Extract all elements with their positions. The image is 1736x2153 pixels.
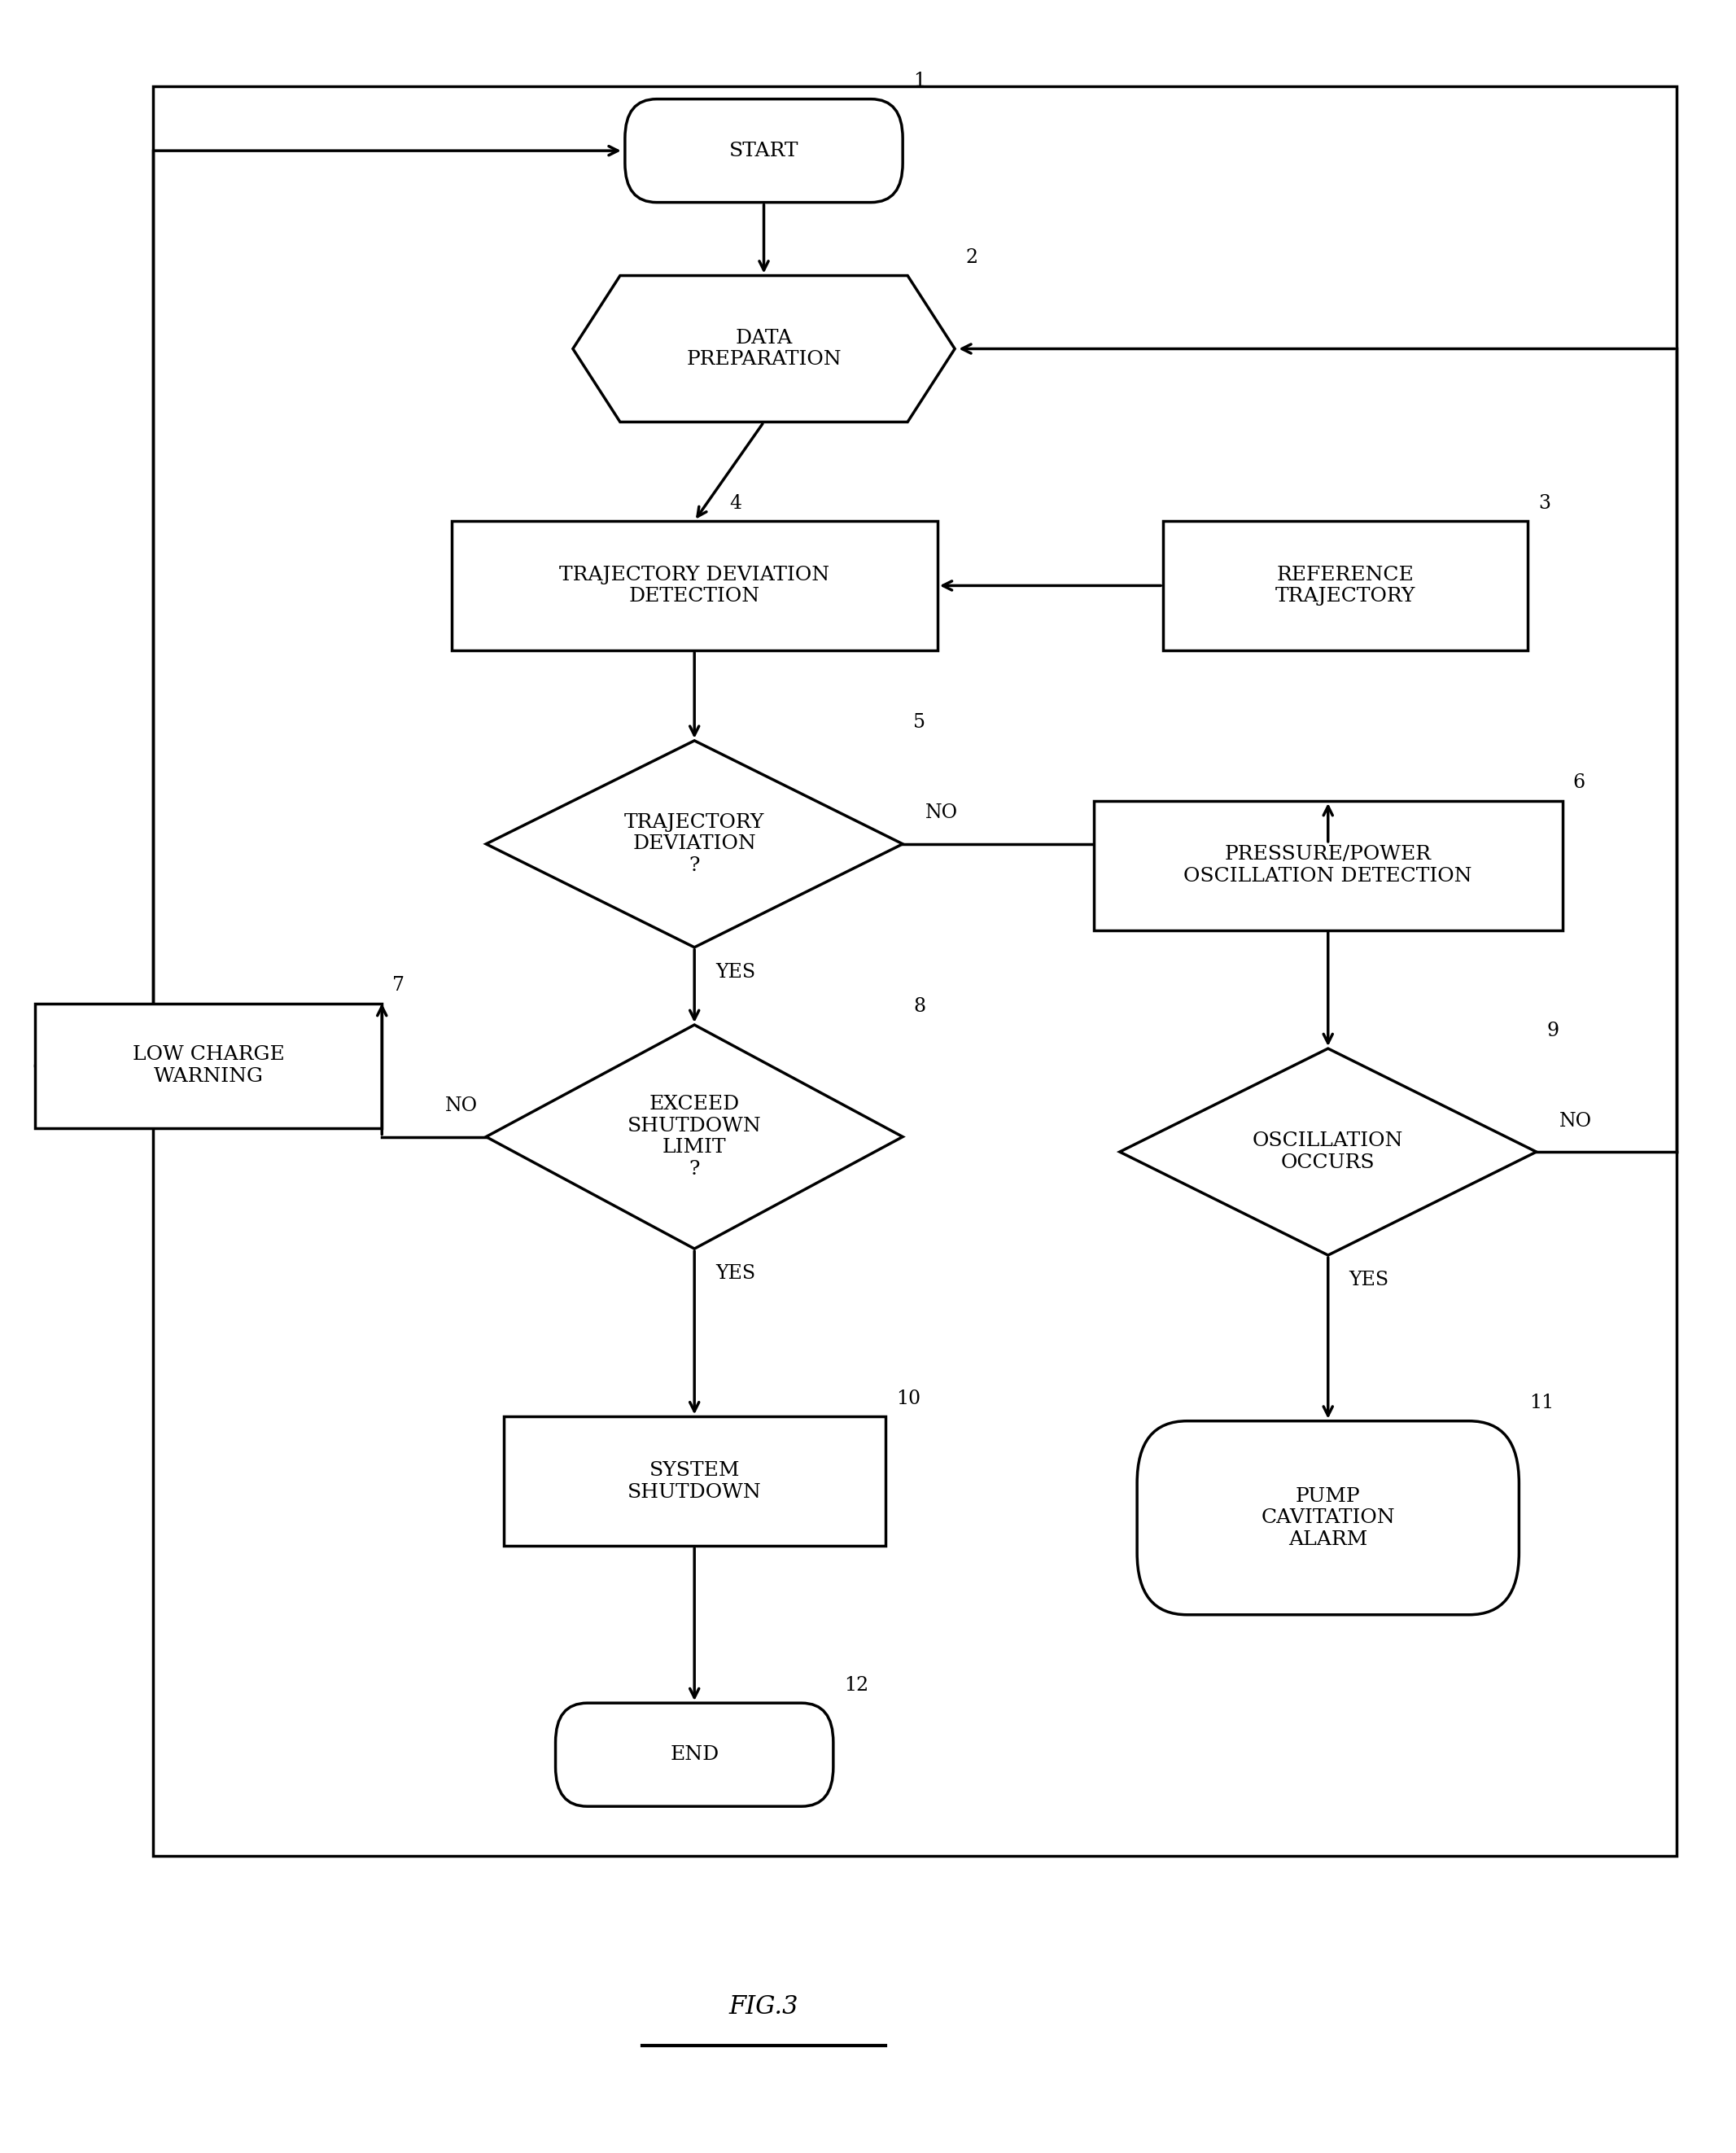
Bar	[153, 86, 1677, 1856]
Text: 5: 5	[913, 713, 925, 732]
Text: YES: YES	[715, 962, 755, 982]
Text: YES: YES	[1349, 1270, 1389, 1290]
Text: 1: 1	[913, 71, 925, 90]
Text: 10: 10	[896, 1389, 920, 1408]
Text: END: END	[670, 1746, 719, 1763]
Polygon shape	[1120, 1049, 1536, 1255]
Bar	[451, 521, 937, 650]
Text: 3: 3	[1538, 493, 1550, 512]
Polygon shape	[486, 741, 903, 947]
Polygon shape	[573, 276, 955, 422]
Text: DATA
PREPARATION: DATA PREPARATION	[686, 329, 842, 368]
Text: 11: 11	[1529, 1393, 1554, 1412]
Text: PUMP
CAVITATION
ALARM: PUMP CAVITATION ALARM	[1260, 1488, 1396, 1548]
Text: 9: 9	[1547, 1021, 1559, 1040]
Text: REFERENCE
TRAJECTORY: REFERENCE TRAJECTORY	[1276, 566, 1415, 605]
Text: 6: 6	[1573, 773, 1585, 792]
Text: 12: 12	[844, 1675, 868, 1694]
FancyBboxPatch shape	[556, 1703, 833, 1806]
Text: YES: YES	[715, 1264, 755, 1283]
Text: 8: 8	[913, 997, 925, 1016]
Bar	[1094, 801, 1562, 930]
Text: NO: NO	[1559, 1111, 1592, 1130]
Text: 7: 7	[392, 975, 404, 995]
Polygon shape	[486, 1025, 903, 1249]
Text: NO: NO	[444, 1096, 477, 1115]
Text: OSCILLATION
OCCURS: OSCILLATION OCCURS	[1253, 1132, 1403, 1171]
Bar	[1163, 521, 1528, 650]
FancyBboxPatch shape	[1137, 1421, 1519, 1615]
Text: NO: NO	[925, 803, 958, 822]
Text: SYSTEM
SHUTDOWN: SYSTEM SHUTDOWN	[627, 1462, 762, 1501]
Text: TRAJECTORY DEVIATION
DETECTION: TRAJECTORY DEVIATION DETECTION	[559, 566, 830, 605]
FancyBboxPatch shape	[625, 99, 903, 202]
Bar	[35, 1003, 382, 1128]
Text: FIG.3: FIG.3	[729, 1994, 799, 2020]
Text: EXCEED
SHUTDOWN
LIMIT
?: EXCEED SHUTDOWN LIMIT ?	[627, 1096, 762, 1178]
Bar	[503, 1417, 885, 1546]
Text: START: START	[729, 142, 799, 159]
Text: PRESSURE/POWER
OSCILLATION DETECTION: PRESSURE/POWER OSCILLATION DETECTION	[1184, 846, 1472, 885]
Text: 2: 2	[965, 248, 977, 267]
Text: TRAJECTORY
DEVIATION
?: TRAJECTORY DEVIATION ?	[625, 814, 764, 874]
Text: LOW CHARGE
WARNING: LOW CHARGE WARNING	[132, 1046, 285, 1085]
Text: 4: 4	[729, 493, 741, 512]
